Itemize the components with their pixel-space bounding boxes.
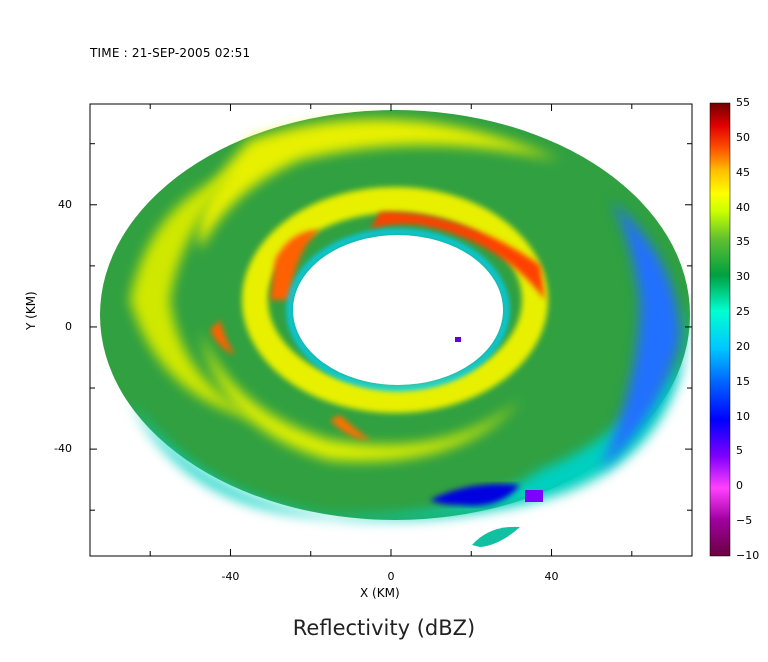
x-tick-label: 0 bbox=[387, 570, 395, 583]
x-axis-title: X (KM) bbox=[360, 586, 400, 600]
teal-patch bbox=[472, 526, 520, 547]
time-label: TIME : 21-SEP-2005 02:51 bbox=[90, 46, 251, 60]
eyewall bbox=[242, 187, 548, 413]
colorbar bbox=[709, 102, 731, 557]
small-echo bbox=[455, 337, 461, 342]
colorbar-label: 0 bbox=[736, 479, 743, 493]
colorbar-label: 10 bbox=[736, 409, 750, 423]
colorbar-label: 5 bbox=[736, 444, 743, 458]
x-tick-label: 40 bbox=[544, 570, 559, 583]
colorbar-label: 40 bbox=[736, 200, 750, 214]
violet-patch bbox=[525, 490, 543, 502]
axis-ticks bbox=[90, 104, 692, 556]
colorbar-label: 20 bbox=[736, 339, 750, 353]
colorbar-label: 50 bbox=[736, 130, 750, 144]
blue-band-east bbox=[600, 200, 680, 470]
colorbar-label: −10 bbox=[736, 549, 760, 562]
colorbar-label: −5 bbox=[736, 514, 753, 528]
y-tick-label: -40 bbox=[54, 442, 72, 456]
colorbar-label: 55 bbox=[736, 96, 750, 109]
y-tick-label: 0 bbox=[65, 319, 72, 333]
eyewall-max-north bbox=[370, 211, 545, 300]
y-axis-title: Y (KM) bbox=[24, 291, 38, 330]
reflectivity-field bbox=[100, 110, 690, 547]
colorbar-label: 30 bbox=[736, 270, 750, 284]
colorbar-label: 25 bbox=[736, 305, 750, 319]
colorbar-label: 15 bbox=[736, 374, 750, 388]
y-tick-label: 40 bbox=[58, 197, 72, 211]
blue-patch-south bbox=[430, 484, 520, 506]
colorbar-label: 45 bbox=[736, 165, 750, 179]
colorbar-label: 35 bbox=[736, 235, 750, 249]
chart-title: Reflectivity (dBZ) bbox=[292, 616, 476, 640]
eye bbox=[293, 235, 503, 385]
x-tick-label: -40 bbox=[221, 570, 240, 583]
